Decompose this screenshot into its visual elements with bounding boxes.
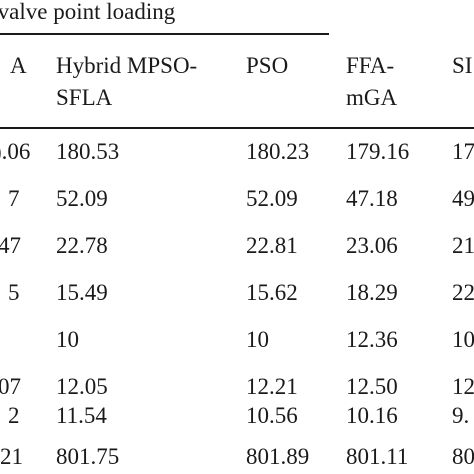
table-cell: 12 — [452, 374, 474, 399]
table-cell: 10.16 — [346, 403, 398, 428]
table-cell: 47.18 — [346, 186, 398, 211]
table-cell: 7 — [8, 186, 20, 211]
table-cell: 11.54 — [56, 403, 107, 428]
caption-rule — [0, 33, 329, 35]
table-cell: 10 — [246, 327, 269, 352]
table-cell: 10.56 — [246, 403, 298, 428]
table-cell: 15.62 — [246, 280, 298, 305]
table-cell: 801.11 — [346, 444, 409, 469]
table-cell: 22.78 — [56, 233, 108, 258]
table-cell: 12.50 — [346, 374, 398, 399]
table-cell: 801.89 — [246, 444, 310, 469]
table-cell: 18.29 — [346, 280, 398, 305]
table-cell: 801.75 — [56, 444, 120, 469]
table-cell: 2 — [8, 403, 20, 428]
header-rule — [0, 127, 474, 129]
table-cell: 21 — [0, 444, 23, 469]
table-cell: 10 — [452, 327, 474, 352]
table-cell: 22.81 — [246, 233, 298, 258]
table-cell: ).06 — [0, 139, 31, 164]
table-cell: 22 — [452, 280, 474, 305]
table-cell: 80 — [452, 444, 474, 469]
table-cell: 17 — [452, 139, 474, 164]
table-cell: 15.49 — [56, 280, 108, 305]
table-cell: 21 — [452, 233, 474, 258]
table-cell: 5 — [8, 280, 20, 305]
table-cell: 23.06 — [346, 233, 398, 258]
table-caption: ut valve point loading — [0, 0, 176, 24]
table-cell: 12.05 — [56, 374, 108, 399]
table-cell: 179.16 — [346, 139, 410, 164]
table-cell: 52.09 — [56, 186, 108, 211]
table-cell: 07 — [0, 374, 21, 399]
header-col-1: Hybrid MPSO- SFLA — [56, 53, 198, 110]
table-cell: 180.53 — [56, 139, 120, 164]
header-col-2: PSO — [246, 53, 289, 78]
header-col-3: FFA- mGA — [346, 53, 398, 110]
table-cell: 9. — [452, 403, 470, 428]
table-cell: 10 — [56, 327, 79, 352]
table-cell: 52.09 — [246, 186, 298, 211]
table-cell: 180.23 — [246, 139, 310, 164]
table-cell: 12.36 — [346, 327, 398, 352]
header-col-4: SI — [452, 53, 473, 78]
header-col-0: A — [10, 53, 27, 78]
table-cell: 49 — [452, 186, 474, 211]
table-cell: 12.21 — [246, 374, 298, 399]
table-cell: 47 — [0, 233, 21, 258]
